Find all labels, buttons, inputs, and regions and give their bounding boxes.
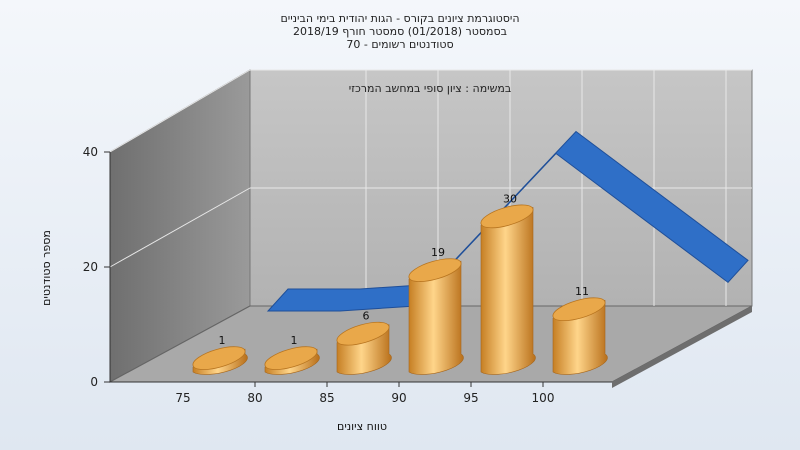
- bar-data-label: 11: [575, 285, 589, 298]
- y-tick-label: 0: [90, 375, 98, 389]
- x-tick-label: 100: [532, 391, 555, 405]
- y-axis-title: מספר סטודנטים: [40, 230, 53, 306]
- bar: 1: [264, 334, 320, 375]
- bar-data-label: 30: [503, 192, 517, 205]
- bar-cap: [480, 204, 534, 229]
- bar-cap: [552, 297, 606, 322]
- x-tick-label: 80: [247, 391, 262, 405]
- y-tick-label: 40: [83, 145, 98, 159]
- x-tick-label: 75: [175, 391, 190, 405]
- bar-body: [480, 206, 536, 375]
- bar-cap: [192, 346, 246, 370]
- gridline: [109, 187, 251, 268]
- x-tick-label: 85: [319, 391, 334, 405]
- bar: 1: [192, 334, 248, 375]
- floor-edge: [612, 306, 752, 388]
- bar-data-label: 19: [431, 246, 445, 259]
- chart-title-line-2: בסמסטר (01/2018) סמסטר חורף 2018/19: [293, 25, 507, 38]
- bar-data-label: 1: [291, 334, 298, 347]
- x-axis-title: טווח ציונים: [337, 420, 387, 433]
- x-tick-label: 90: [391, 391, 406, 405]
- bar-data-label: 6: [363, 310, 370, 323]
- bar-body: [408, 260, 464, 375]
- bar: 19: [408, 246, 464, 375]
- y-tick-label: 20: [83, 260, 98, 274]
- x-tick-label: 95: [463, 391, 478, 405]
- chart-title-line-3: סטודנטים רשומים - 70: [346, 38, 453, 51]
- bar: 30: [480, 192, 536, 375]
- bar-cap: [408, 258, 462, 282]
- bar-cap: [264, 346, 318, 370]
- chart-title-line-1: היסטוגרמת ציונים בקורס - הגות יהודית בימ…: [280, 12, 519, 25]
- bar: 11: [552, 285, 608, 375]
- gridlines: [109, 69, 752, 306]
- chart-subtitle: במשימה : ציון סופי במחשב המרכזי: [349, 82, 512, 95]
- bar-data-label: 1: [219, 334, 226, 347]
- bar: 6: [336, 310, 392, 375]
- ticks: 0 20 40 75 80 85 90 95 100: [83, 145, 555, 405]
- gridline: [109, 69, 251, 153]
- bar-cap: [336, 321, 390, 346]
